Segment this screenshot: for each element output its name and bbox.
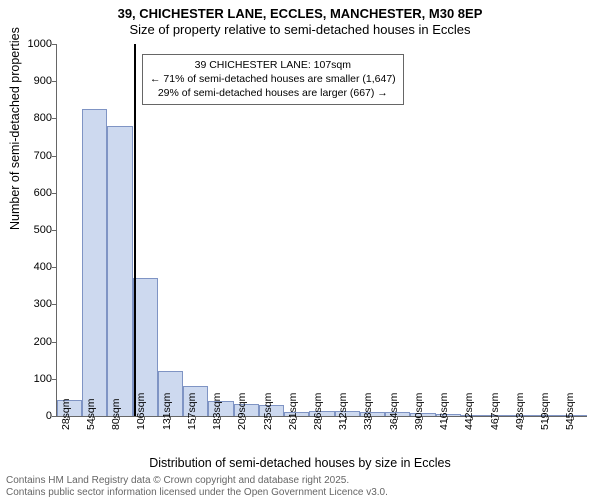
y-tick: [52, 379, 56, 380]
y-tick-label: 100: [12, 373, 52, 385]
y-tick: [52, 267, 56, 268]
footer-line2: Contains public sector information licen…: [6, 487, 388, 498]
y-tick-label: 700: [12, 150, 52, 162]
footer-line1: Contains HM Land Registry data © Crown c…: [6, 475, 349, 486]
x-axis-label: Distribution of semi-detached houses by …: [0, 456, 600, 470]
y-axis-label: Number of semi-detached properties: [8, 27, 22, 230]
y-tick: [52, 44, 56, 45]
annotation-box: 39 CHICHESTER LANE: 107sqm ← 71% of semi…: [142, 54, 404, 105]
y-tick-label: 800: [12, 112, 52, 124]
y-tick: [52, 193, 56, 194]
histogram-bar: [107, 126, 132, 416]
y-tick: [52, 118, 56, 119]
annotation-line3: 29% of semi-detached houses are larger (…: [150, 86, 396, 100]
y-tick: [52, 156, 56, 157]
y-tick: [52, 342, 56, 343]
y-tick: [52, 230, 56, 231]
y-tick-label: 200: [12, 336, 52, 348]
annotation-line1: 39 CHICHESTER LANE: 107sqm: [150, 58, 396, 72]
y-tick-label: 0: [12, 410, 52, 422]
chart-container: 39, CHICHESTER LANE, ECCLES, MANCHESTER,…: [0, 0, 600, 500]
y-tick-label: 500: [12, 224, 52, 236]
plot-area: 39 CHICHESTER LANE: 107sqm ← 71% of semi…: [56, 44, 587, 417]
y-tick-label: 1000: [12, 38, 52, 50]
y-tick-label: 300: [12, 298, 52, 310]
title-sub: Size of property relative to semi-detach…: [0, 22, 600, 37]
y-tick-label: 900: [12, 75, 52, 87]
y-tick: [52, 81, 56, 82]
reference-line: [134, 44, 136, 416]
y-tick-label: 400: [12, 261, 52, 273]
annotation-line2: ← 71% of semi-detached houses are smalle…: [150, 72, 396, 86]
y-tick: [52, 416, 56, 417]
histogram-bar: [82, 109, 107, 416]
y-tick-label: 600: [12, 187, 52, 199]
y-tick: [52, 304, 56, 305]
title-main: 39, CHICHESTER LANE, ECCLES, MANCHESTER,…: [0, 6, 600, 21]
